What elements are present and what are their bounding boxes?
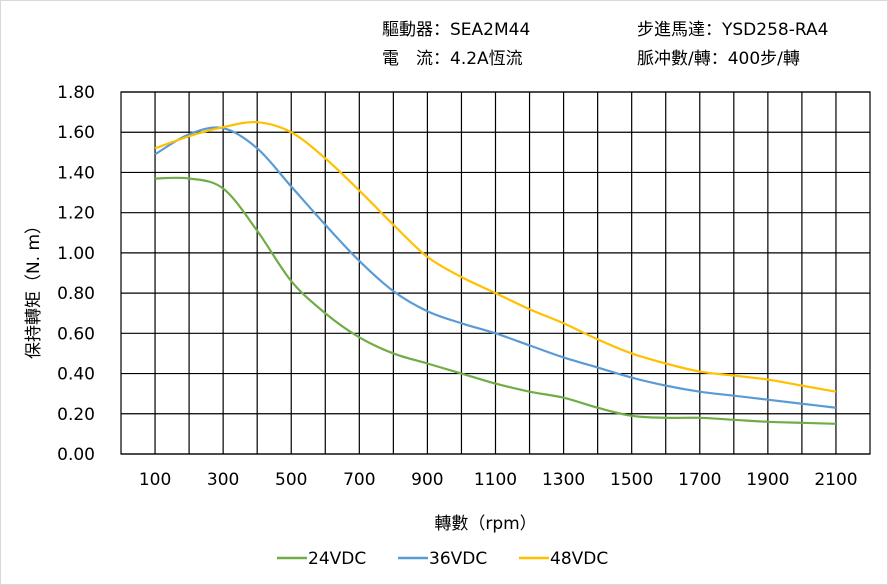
x-tick-label: 500	[275, 470, 307, 490]
plot-area	[120, 91, 871, 455]
y-tick-label: 1.80	[57, 83, 95, 103]
x-axis-label: 轉數（rpm）	[434, 514, 536, 534]
y-tick-label: 1.20	[57, 204, 95, 224]
y-tick-label: 0.40	[57, 365, 95, 385]
y-axis-label: 保持轉矩（N. m）	[24, 217, 44, 359]
x-tick-label: 1300	[542, 470, 585, 490]
x-tick-label: 1900	[746, 470, 789, 490]
legend-label-24VDC: 24VDC	[308, 549, 366, 569]
x-tick-label: 2100	[814, 470, 857, 490]
pulses-info: 脈冲數/轉：400步/轉	[637, 49, 800, 69]
y-tick-label: 0.00	[57, 445, 95, 465]
motor-info: 步進馬達：YSD258-RA4	[637, 20, 829, 40]
current-info: 電 流：4.2A恆流	[382, 49, 523, 69]
x-tick-label: 100	[139, 470, 171, 490]
y-tick-label: 1.40	[57, 163, 95, 183]
driver-info: 驅動器：SEA2M44	[382, 20, 531, 40]
y-tick-label: 0.80	[57, 284, 95, 304]
x-tick-label: 1500	[610, 470, 653, 490]
x-tick-label: 700	[343, 470, 375, 490]
series-line-36VDC	[154, 126, 837, 409]
legend-label-36VDC: 36VDC	[429, 549, 487, 569]
y-tick-label: 1.60	[57, 123, 95, 143]
series-line-24VDC	[155, 176, 836, 425]
legend-label-48VDC: 48VDC	[550, 549, 608, 569]
x-tick-label: 900	[411, 470, 443, 490]
series-line-48VDC	[154, 120, 837, 393]
x-tick-label: 300	[207, 470, 239, 490]
y-tick-label: 1.00	[57, 244, 95, 264]
x-tick-label: 1700	[678, 470, 721, 490]
y-tick-label: 0.20	[57, 405, 95, 425]
y-tick-label: 0.60	[57, 324, 95, 344]
x-tick-label: 1100	[474, 470, 517, 490]
